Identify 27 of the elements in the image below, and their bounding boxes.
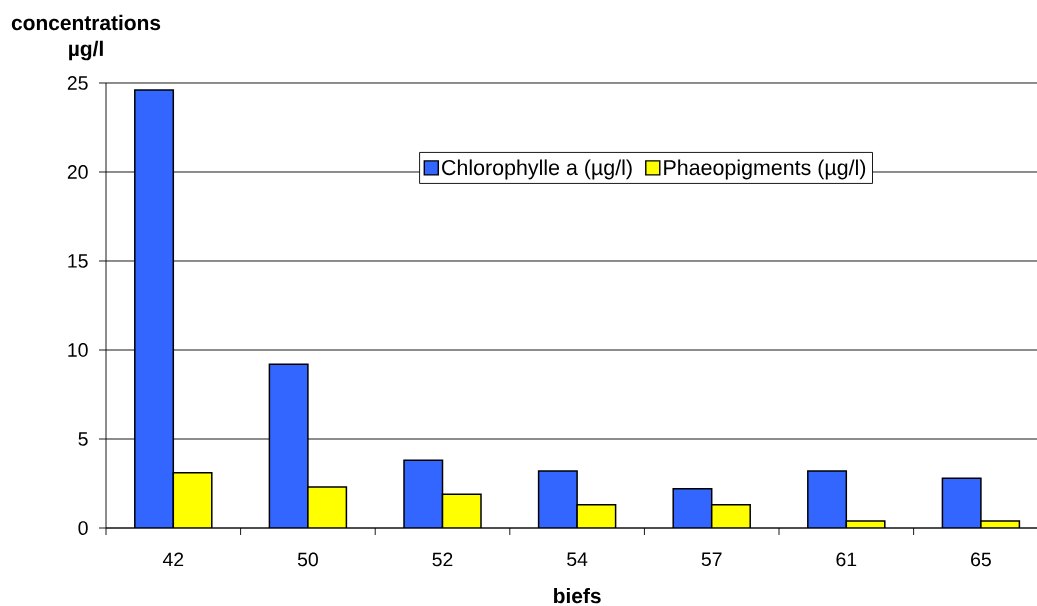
x-tick-label: 42 xyxy=(162,552,184,567)
bar xyxy=(268,363,309,528)
y-axis-title: concentrations µg/l xyxy=(11,14,161,61)
y-tick-label: 20 xyxy=(67,165,88,179)
legend-label: Phaeopigments (µg/l) xyxy=(664,159,866,180)
bar xyxy=(672,488,713,528)
bar xyxy=(537,470,578,528)
bar xyxy=(172,472,213,528)
x-tick-label: 61 xyxy=(836,552,857,567)
y-tick-label: 10 xyxy=(68,343,88,357)
bar xyxy=(307,486,348,528)
y-tick-label: 25 xyxy=(67,76,88,90)
x-tick-label: 57 xyxy=(701,552,722,567)
x-tick-label: 54 xyxy=(567,552,588,567)
bar xyxy=(403,459,444,528)
y-tick-label: 5 xyxy=(78,432,88,446)
bar xyxy=(134,89,175,528)
bar xyxy=(807,470,848,528)
x-tick-label: 50 xyxy=(297,552,318,567)
y-tick-label: 15 xyxy=(68,254,88,268)
bar xyxy=(441,493,482,528)
x-axis-title: biefs xyxy=(554,587,601,604)
bar xyxy=(941,477,982,528)
x-tick-label: 65 xyxy=(971,552,991,567)
legend-label: Chlorophylle a (µg/l) xyxy=(442,159,632,180)
y-tick-label: 0 xyxy=(78,521,88,535)
x-tick-label: 52 xyxy=(432,552,453,567)
